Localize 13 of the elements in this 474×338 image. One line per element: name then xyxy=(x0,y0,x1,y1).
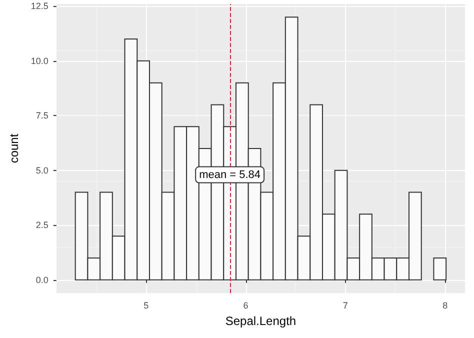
x-tick-label: 6 xyxy=(243,300,248,310)
y-tick-label: 7.5 xyxy=(36,110,48,121)
x-axis-title: Sepal.Length xyxy=(225,314,296,328)
x-tick-label: 5 xyxy=(144,300,149,310)
y-tick-label: 5.0 xyxy=(36,165,48,176)
x-tick-label: 7 xyxy=(342,300,348,310)
ref-line-label: mean = 5.84 xyxy=(199,168,261,181)
y-tick-label: 10.0 xyxy=(30,56,48,66)
x-tick-label: 8 xyxy=(442,300,448,310)
y-tick-label: 2.5 xyxy=(36,220,48,230)
y-tick-label: 0.0 xyxy=(36,274,48,285)
y-tick-label: 12.5 xyxy=(30,1,48,12)
y-axis-title: count xyxy=(7,133,21,164)
